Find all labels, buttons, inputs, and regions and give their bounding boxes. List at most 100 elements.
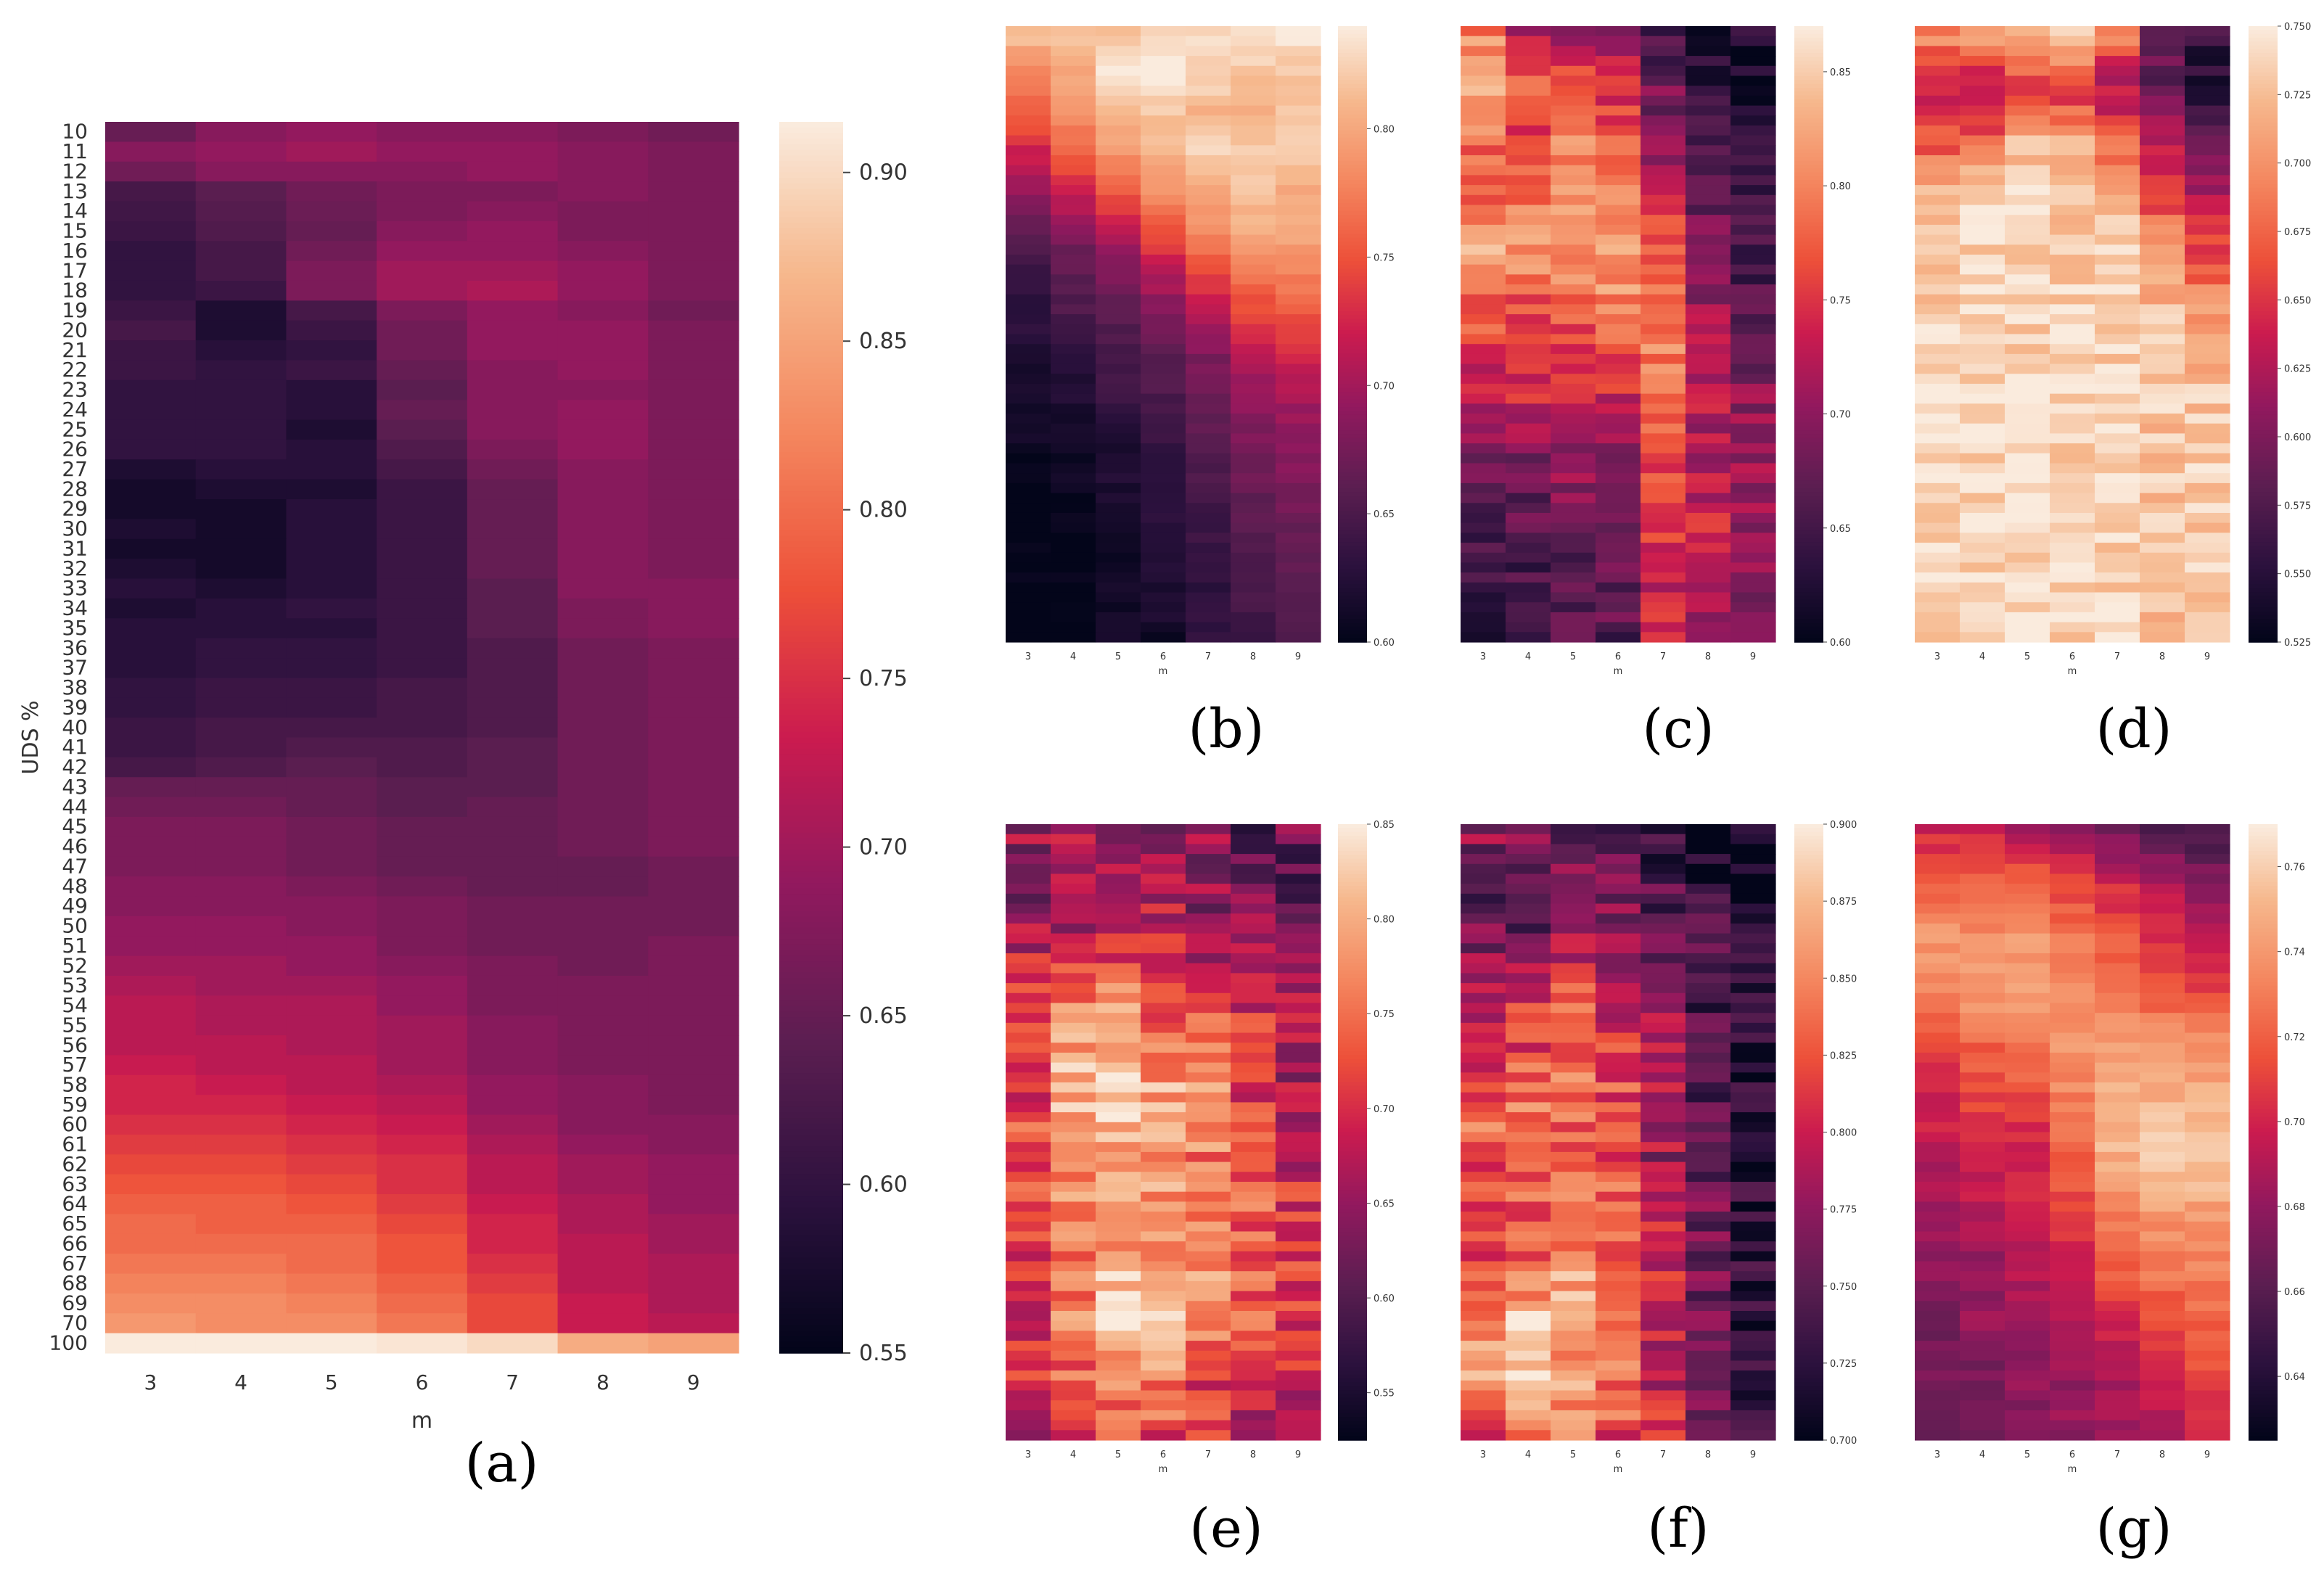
heatmap-a-cell bbox=[467, 955, 559, 976]
heatmap-d-cell bbox=[2050, 284, 2095, 295]
colorbar-e-segment bbox=[1338, 1147, 1367, 1152]
heatmap-c-cell bbox=[1506, 482, 1551, 494]
heatmap-e-cell bbox=[1231, 854, 1276, 865]
heatmap-f-cell bbox=[1641, 1132, 1686, 1143]
x-axis-label: m bbox=[1159, 666, 1168, 677]
heatmap-d-cell bbox=[1915, 244, 1960, 255]
heatmap-c-cell bbox=[1730, 165, 1776, 176]
heatmap-b-cell bbox=[1006, 135, 1051, 146]
heatmap-a-cell bbox=[377, 379, 468, 400]
heatmap-d-cell bbox=[2140, 324, 2185, 335]
colorbar-c-segment bbox=[1794, 122, 1823, 127]
heatmap-a-cell bbox=[467, 1035, 559, 1056]
y-tick-label: 13 bbox=[62, 179, 88, 203]
heatmap-b-cell bbox=[1006, 443, 1051, 454]
heatmap-f-cell bbox=[1461, 903, 1506, 914]
heatmap-a-cell bbox=[286, 618, 377, 639]
heatmap-e-cell bbox=[1006, 973, 1051, 984]
heatmap-e-cell bbox=[1006, 1172, 1051, 1183]
colorbar-d-segment bbox=[2249, 576, 2278, 581]
heatmap-b-cell bbox=[1051, 185, 1096, 196]
heatmap-f-cell bbox=[1461, 1102, 1506, 1113]
y-tick-label: 68 bbox=[62, 1271, 88, 1295]
heatmap-b-cell bbox=[1141, 533, 1186, 543]
heatmap-e-cell bbox=[1231, 1341, 1276, 1352]
heatmap-d-cell bbox=[1915, 215, 1960, 226]
heatmap-d-cell bbox=[2095, 533, 2140, 543]
colorbar-g-segment bbox=[2249, 1382, 2278, 1387]
heatmap-e-cell bbox=[1096, 1191, 1141, 1202]
heatmap-d-cell bbox=[2050, 95, 2095, 107]
heatmap-b-cell bbox=[1186, 363, 1231, 374]
heatmap-b-cell bbox=[1096, 543, 1141, 554]
heatmap-a-cell bbox=[377, 896, 468, 917]
heatmap-c-cell bbox=[1506, 105, 1551, 116]
heatmap-c-cell bbox=[1461, 234, 1506, 245]
heatmap-f-cell bbox=[1596, 953, 1641, 964]
colorbar-d-segment bbox=[2249, 153, 2278, 158]
heatmap-b-cell bbox=[1051, 314, 1096, 325]
heatmap-g-cell bbox=[1915, 844, 1960, 855]
heatmap-c-cell bbox=[1641, 294, 1686, 305]
heatmap-d-cell bbox=[2050, 414, 2095, 424]
heatmap-e-cell bbox=[1141, 973, 1186, 984]
heatmap-b-cell bbox=[1231, 344, 1276, 355]
colorbar-a-segment bbox=[779, 972, 843, 979]
colorbar-b-segment bbox=[1338, 407, 1367, 412]
heatmap-a-cell bbox=[557, 439, 649, 460]
heatmap-e-cell bbox=[1186, 1280, 1231, 1292]
heatmap-e-cell bbox=[1006, 1022, 1051, 1034]
heatmap-d-cell bbox=[1915, 383, 1960, 395]
heatmap-f-cell bbox=[1461, 1112, 1506, 1123]
heatmap-g-cell bbox=[1960, 1390, 2005, 1401]
heatmap-f-cell bbox=[1551, 1280, 1596, 1292]
heatmap-e-cell bbox=[1096, 1013, 1141, 1024]
heatmap-g-cell bbox=[1915, 1241, 1960, 1252]
colorbar-f-segment bbox=[1794, 1035, 1823, 1040]
heatmap-f-cell bbox=[1506, 1410, 1551, 1421]
heatmap-a-cell bbox=[648, 995, 739, 1016]
heatmap-e-cell bbox=[1276, 1360, 1321, 1371]
heatmap-f-cell bbox=[1551, 1132, 1596, 1143]
heatmap-e-cell bbox=[1096, 1231, 1141, 1242]
heatmap-g-cell bbox=[2185, 873, 2230, 884]
colorbar-g-segment bbox=[2249, 1224, 2278, 1229]
colorbar-d-segment bbox=[2249, 126, 2278, 131]
heatmap-b-cell bbox=[1006, 533, 1051, 543]
heatmap-a-cell bbox=[195, 816, 287, 837]
heatmap-c-cell bbox=[1551, 86, 1596, 96]
heatmap-a-cell bbox=[105, 936, 197, 957]
heatmap-d-cell bbox=[2005, 254, 2050, 266]
colorbar-g-segment bbox=[2249, 1159, 2278, 1164]
heatmap-d-cell bbox=[2140, 65, 2185, 77]
colorbar-d-segment bbox=[2249, 426, 2278, 431]
colorbar-f-segment bbox=[1794, 1332, 1823, 1337]
heatmap-e-cell bbox=[1276, 1251, 1321, 1262]
heatmap-e-cell bbox=[1231, 963, 1276, 974]
heatmap-g-cell bbox=[2140, 1212, 2185, 1222]
heatmap-c-cell bbox=[1641, 105, 1686, 116]
colorbar-f-segment bbox=[1794, 1278, 1823, 1283]
heatmap-a-cell bbox=[377, 280, 468, 301]
heatmap-d-cell bbox=[1915, 443, 1960, 454]
heatmap-a-cell bbox=[195, 896, 287, 917]
heatmap-g-cell bbox=[2095, 844, 2140, 855]
colorbar-tick-label: 0.750 bbox=[2284, 22, 2311, 33]
colorbar-c-segment bbox=[1794, 203, 1823, 208]
heatmap-e-cell bbox=[1186, 1132, 1231, 1143]
colorbar-c-segment bbox=[1794, 399, 1823, 404]
heatmap-f-cell bbox=[1506, 1280, 1551, 1292]
colorbar-f-segment bbox=[1794, 1040, 1823, 1045]
colorbar-c-segment bbox=[1794, 115, 1823, 120]
heatmap-f-cell bbox=[1641, 1251, 1686, 1262]
heatmap-b-cell bbox=[1276, 234, 1321, 245]
heatmap-d-cell bbox=[2050, 125, 2095, 136]
heatmap-f-cell bbox=[1506, 1092, 1551, 1103]
heatmap-c-cell bbox=[1641, 562, 1686, 573]
heatmap-f-cell bbox=[1506, 873, 1551, 884]
colorbar-e-segment bbox=[1338, 908, 1367, 913]
heatmap-f-cell bbox=[1730, 1062, 1776, 1073]
heatmap-g-cell bbox=[2005, 1390, 2050, 1401]
heatmap-a-cell bbox=[557, 896, 649, 917]
heatmap-a-cell bbox=[557, 777, 649, 798]
